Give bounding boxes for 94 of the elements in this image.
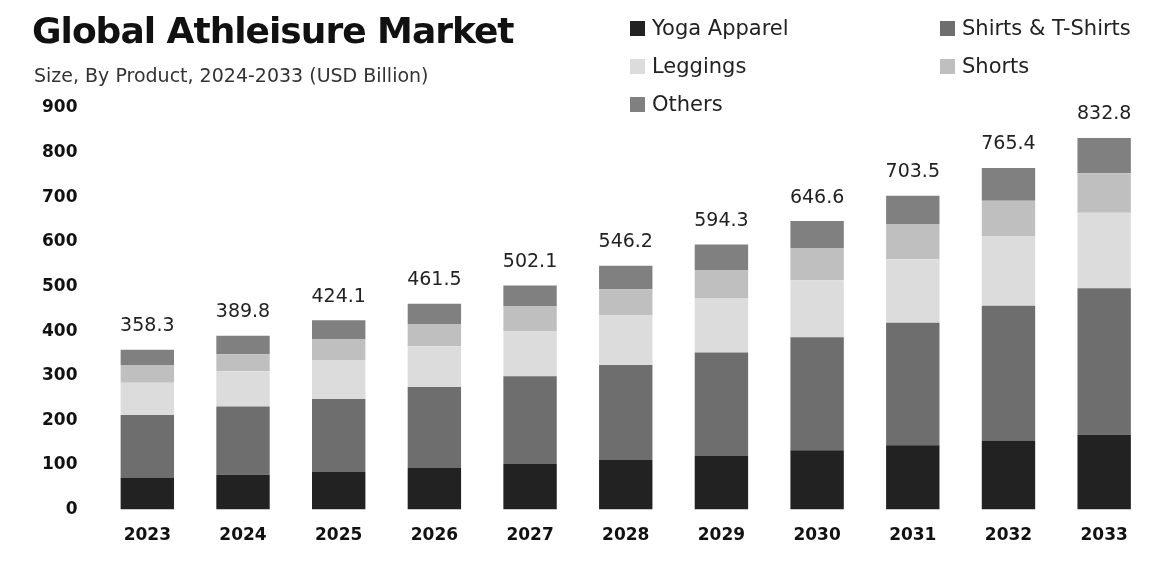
- total-label: 502.1: [502, 248, 558, 271]
- bar: [981, 440, 1036, 510]
- x-tick-label: 2033: [1080, 524, 1128, 545]
- x-tick-label: 2023: [123, 524, 171, 545]
- legend-label: Yoga Apparel: [652, 16, 789, 40]
- bar: [503, 285, 557, 307]
- total-label: 389.8: [215, 299, 271, 322]
- bar: [599, 289, 653, 316]
- bar: [694, 352, 749, 457]
- y-tick-label: 200: [41, 408, 78, 429]
- bar: [981, 168, 1036, 201]
- bar: [120, 349, 175, 366]
- bar: [599, 365, 653, 461]
- bar: [312, 320, 366, 340]
- legend-label: Leggings: [652, 54, 747, 78]
- x-tick-label: 2024: [219, 524, 267, 545]
- y-tick-label: 800: [41, 141, 78, 162]
- bar: [886, 445, 940, 510]
- bar: [216, 371, 270, 407]
- bar: [407, 346, 462, 387]
- legend-label: Shorts: [962, 54, 1030, 78]
- total-label: 594.3: [694, 207, 749, 230]
- total-label: 358.3: [120, 313, 175, 336]
- total-label: 832.8: [1076, 101, 1132, 124]
- bar: [503, 331, 557, 377]
- x-tick-label: 2030: [793, 524, 841, 545]
- bar: [694, 298, 749, 353]
- bar: [1077, 288, 1131, 435]
- bar: [503, 306, 557, 332]
- bar: [120, 365, 175, 383]
- bar: [1077, 434, 1131, 510]
- bar: [312, 360, 366, 399]
- bar: [312, 398, 366, 473]
- bar: [1077, 173, 1131, 213]
- bar: [312, 472, 366, 510]
- y-tick-label: 900: [41, 96, 78, 117]
- y-tick-label: 400: [41, 319, 78, 340]
- bar: [886, 259, 940, 323]
- chart-title: Global Athleisure Market: [32, 10, 514, 51]
- x-tick-label: 2025: [315, 524, 363, 545]
- bar: [886, 322, 940, 446]
- bar: [120, 382, 175, 415]
- total-label: 424.1: [311, 283, 366, 306]
- x-tick-label: 2026: [410, 524, 459, 545]
- bar: [216, 354, 270, 372]
- legend-label: Others: [652, 92, 723, 116]
- bar: [216, 406, 270, 475]
- chart-subtitle: Size, By Product, 2024-2033 (USD Billion): [34, 64, 429, 86]
- bar: [503, 376, 557, 465]
- bar: [790, 337, 844, 451]
- total-label: 703.5: [885, 159, 940, 182]
- bar: [503, 464, 557, 510]
- bar: [599, 265, 653, 290]
- bar: [981, 305, 1036, 441]
- bar: [981, 200, 1036, 237]
- bar: [1077, 137, 1131, 174]
- x-tick-label: 2027: [506, 524, 554, 545]
- bar: [407, 303, 462, 325]
- total-label: 765.4: [981, 131, 1036, 154]
- bar: [216, 474, 270, 510]
- bar: [1077, 212, 1131, 289]
- bar: [886, 224, 940, 260]
- x-tick-label: 2031: [889, 524, 937, 545]
- bar: [120, 477, 175, 510]
- bar: [599, 315, 653, 366]
- y-tick-label: 700: [41, 185, 78, 206]
- bar: [599, 460, 653, 510]
- y-tick-label: 100: [41, 453, 78, 474]
- bar: [120, 415, 175, 478]
- bar: [790, 280, 844, 338]
- y-tick-label: 600: [41, 230, 78, 251]
- bar: [886, 195, 940, 225]
- bar: [790, 450, 844, 510]
- bar: [407, 386, 462, 469]
- legend-label: Shirts & T-Shirts: [962, 16, 1131, 40]
- bar: [694, 456, 749, 510]
- y-tick-label: 500: [41, 274, 78, 295]
- x-tick-label: 2029: [697, 524, 746, 545]
- bar: [216, 335, 270, 355]
- total-label: 546.2: [598, 229, 653, 252]
- x-tick-label: 2032: [984, 524, 1033, 545]
- bar: [790, 221, 844, 249]
- bar: [312, 339, 366, 361]
- y-tick-label: 0: [65, 498, 78, 519]
- bar: [407, 324, 462, 347]
- bar: [694, 244, 749, 270]
- bar: [694, 269, 749, 299]
- x-tick-label: 2028: [602, 524, 650, 545]
- bar: [407, 468, 462, 510]
- total-label: 646.6: [789, 184, 845, 207]
- total-label: 461.5: [407, 267, 462, 290]
- y-tick-label: 300: [41, 364, 78, 385]
- bar: [981, 236, 1036, 306]
- bar: [790, 248, 844, 281]
